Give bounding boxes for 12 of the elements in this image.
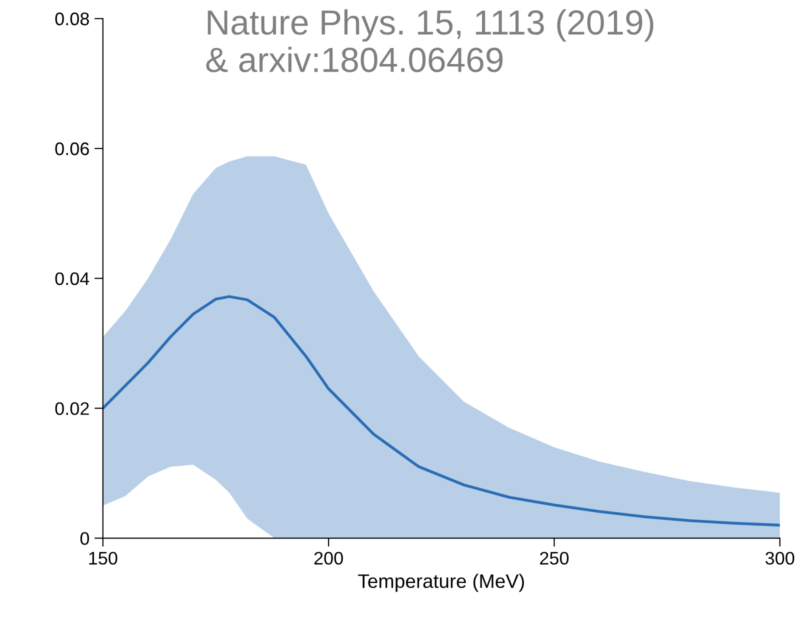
x-tick-label: 200 [314,552,343,565]
y-tick-label: 0.08 [55,12,89,26]
y-tick-label: 0.06 [55,142,89,156]
y-tick-label: 0.02 [55,402,89,415]
y-tick-label: 0.04 [55,272,90,286]
x-tick-label: 250 [540,552,569,565]
x-tick-label: 150 [89,552,118,565]
x-tick-label: 300 [766,552,794,565]
x-axis-title: Temperature (MeV) [358,574,524,592]
line-series [102,295,780,527]
annotation: Nature Phys. 15, 1113 (2019) & arxiv:1804.06469 [206,9,654,72]
y-tick-label: 0 [80,532,90,545]
